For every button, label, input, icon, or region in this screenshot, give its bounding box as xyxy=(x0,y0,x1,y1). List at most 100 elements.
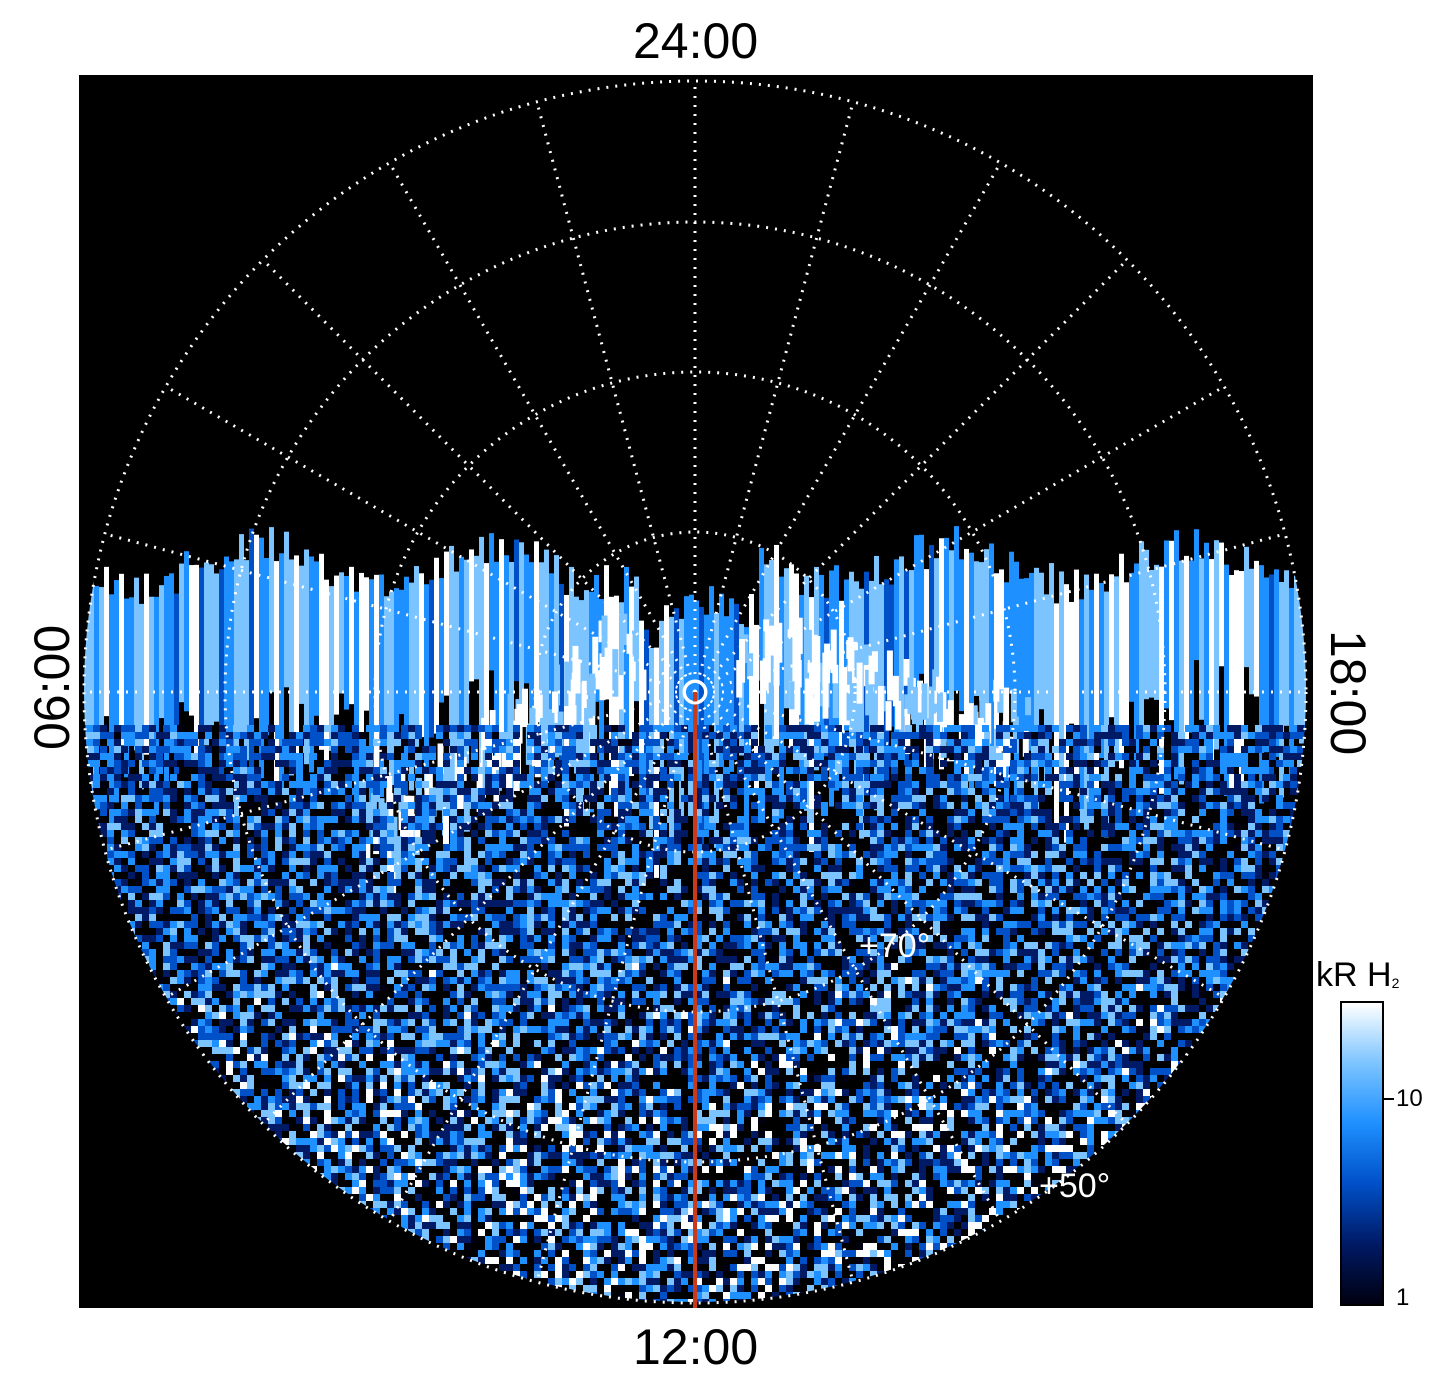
emission-pixel xyxy=(597,928,604,935)
emission-streak xyxy=(964,548,969,782)
emission-pixel xyxy=(751,949,758,956)
emission-pixel xyxy=(149,914,156,921)
emission-pixel xyxy=(1234,774,1241,781)
emission-pixel xyxy=(765,879,772,886)
emission-pixel xyxy=(527,774,534,781)
emission-pixel xyxy=(324,984,331,991)
emission-pixel xyxy=(562,949,569,956)
emission-pixel xyxy=(639,907,646,914)
emission-pixel xyxy=(1192,795,1199,802)
emission-pixel xyxy=(940,795,947,802)
emission-streak xyxy=(169,573,174,750)
emission-pixel xyxy=(730,900,737,907)
emission-arc xyxy=(481,717,488,749)
emission-pixel xyxy=(667,844,674,851)
emission-pixel xyxy=(590,921,597,928)
emission-pixel xyxy=(905,865,912,872)
emission-pixel xyxy=(485,991,492,998)
emission-pixel xyxy=(1269,725,1276,732)
emission-arc xyxy=(993,679,1000,702)
emission-pixel xyxy=(359,851,366,858)
emission-pixel xyxy=(499,844,506,851)
emission-pixel xyxy=(961,949,968,956)
emission-pixel xyxy=(310,788,317,795)
emission-pixel xyxy=(709,753,716,760)
emission-pixel xyxy=(163,746,170,753)
emission-pixel xyxy=(1073,753,1080,760)
emission-pixel xyxy=(387,858,394,865)
emission-pixel xyxy=(1199,991,1206,998)
emission-pixel xyxy=(114,732,121,739)
emission-pixel xyxy=(807,732,814,739)
emission-pixel xyxy=(254,998,261,1005)
emission-pixel xyxy=(779,746,786,753)
emission-pixel xyxy=(240,991,247,998)
emission-pixel xyxy=(975,942,982,949)
emission-pixel xyxy=(968,760,975,767)
emission-pixel xyxy=(268,788,275,795)
emission-pixel xyxy=(212,942,219,949)
emission-pixel xyxy=(303,788,310,795)
emission-pixel xyxy=(611,977,618,984)
emission-streak xyxy=(1044,594,1049,785)
emission-pixel xyxy=(786,963,793,970)
emission-pixel xyxy=(492,865,499,872)
emission-pixel xyxy=(1276,928,1283,935)
emission-pixel xyxy=(429,746,436,753)
emission-pixel xyxy=(947,928,954,935)
emission-pixel xyxy=(100,753,107,760)
emission-pixel xyxy=(464,949,471,956)
emission-pixel xyxy=(93,837,100,844)
emission-pixel xyxy=(597,781,604,788)
emission-pixel xyxy=(1290,844,1297,851)
emission-arc xyxy=(564,673,571,695)
emission-pixel xyxy=(93,774,100,781)
emission-pixel xyxy=(548,732,555,739)
emission-streak xyxy=(369,579,374,837)
emission-pixel xyxy=(310,739,317,746)
emission-pixel xyxy=(590,795,597,802)
emission-pixel xyxy=(415,865,422,872)
emission-pixel xyxy=(1045,942,1052,949)
emission-pixel xyxy=(653,984,660,991)
emission-pixel xyxy=(86,963,93,970)
emission-pixel xyxy=(471,970,478,977)
emission-pixel xyxy=(345,865,352,872)
emission-pixel xyxy=(716,732,723,739)
emission-pixel xyxy=(604,886,611,893)
emission-pixel xyxy=(702,949,709,956)
emission-pixel xyxy=(786,970,793,977)
emission-pixel xyxy=(366,984,373,991)
emission-pixel xyxy=(926,956,933,963)
emission-pixel xyxy=(282,935,289,942)
emission-pixel xyxy=(156,907,163,914)
emission-pixel xyxy=(1073,725,1080,732)
emission-pixel xyxy=(352,753,359,760)
emission-arc xyxy=(486,739,493,786)
emission-pixel xyxy=(870,851,877,858)
emission-arc xyxy=(904,694,911,717)
emission-pixel xyxy=(240,984,247,991)
emission-pixel xyxy=(891,809,898,816)
emission-pixel xyxy=(352,830,359,837)
emission-pixel xyxy=(324,914,331,921)
emission-pixel xyxy=(933,921,940,928)
emission-pixel xyxy=(870,795,877,802)
emission-pixel xyxy=(1073,865,1080,872)
emission-pixel xyxy=(1150,977,1157,984)
emission-pixel xyxy=(373,788,380,795)
emission-pixel xyxy=(282,956,289,963)
emission-pixel xyxy=(149,746,156,753)
emission-pixel xyxy=(443,872,450,879)
emission-pixel xyxy=(408,851,415,858)
emission-pixel xyxy=(1087,858,1094,865)
emission-pixel xyxy=(646,949,653,956)
emission-streak xyxy=(349,566,354,705)
emission-pixel xyxy=(751,858,758,865)
emission-pixel xyxy=(562,802,569,809)
emission-pixel xyxy=(947,788,954,795)
emission-pixel xyxy=(772,739,779,746)
emission-pixel xyxy=(975,900,982,907)
emission-pixel xyxy=(611,767,618,774)
emission-streak xyxy=(339,572,344,694)
